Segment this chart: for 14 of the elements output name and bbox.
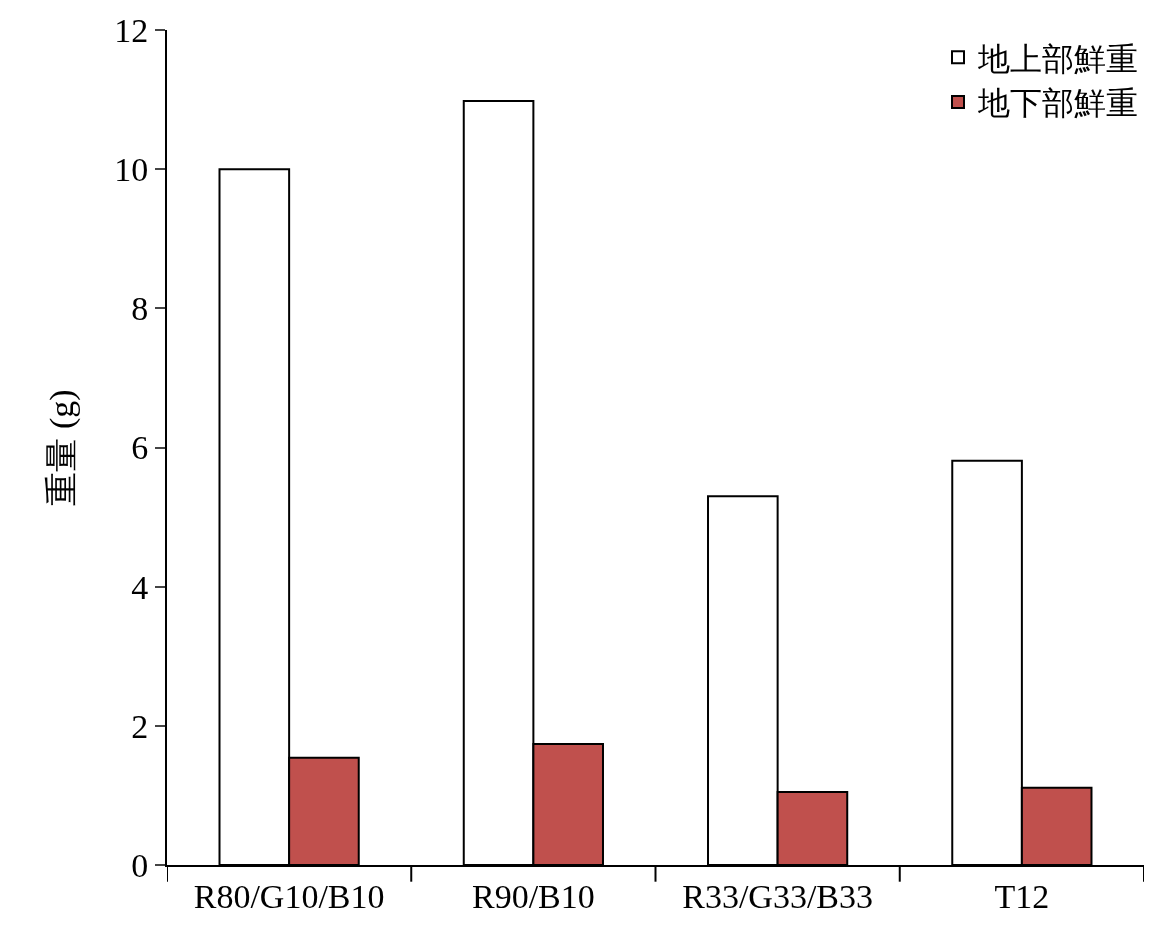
x-tick-label: R80/G10/B10 bbox=[193, 877, 385, 915]
x-tick-label: R90/B10 bbox=[471, 877, 595, 915]
y-tick-label: 10 bbox=[114, 151, 149, 189]
legend-label: 地上部鮮重 bbox=[977, 40, 1138, 77]
x-tick-label: R33/G33/B33 bbox=[682, 877, 874, 915]
legend-label: 地下部鮮重 bbox=[977, 85, 1138, 122]
y-tick-label: 0 bbox=[131, 846, 149, 884]
y-tick-label: 4 bbox=[131, 568, 149, 606]
y-tick-label: 6 bbox=[131, 429, 149, 467]
x-tick-label: T12 bbox=[994, 877, 1050, 915]
y-tick-label: 12 bbox=[114, 11, 149, 49]
y-tick-label: 2 bbox=[131, 707, 149, 745]
y-axis-title: 重量 (g) bbox=[43, 389, 82, 506]
y-tick-label: 8 bbox=[131, 290, 149, 328]
